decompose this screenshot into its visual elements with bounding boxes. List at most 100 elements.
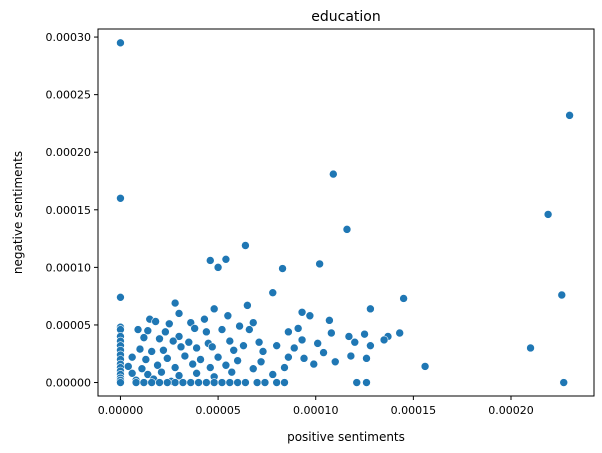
data-point <box>280 363 289 372</box>
data-point <box>284 327 293 337</box>
data-point <box>350 337 360 347</box>
x-tick-label: 0.00020 <box>488 404 534 417</box>
data-point <box>557 290 567 300</box>
data-point <box>170 363 180 372</box>
data-point <box>174 332 184 341</box>
data-point <box>209 304 219 314</box>
data-point <box>420 362 430 371</box>
data-point <box>297 335 307 345</box>
data-point <box>139 378 149 387</box>
data-point <box>178 378 188 387</box>
data-point <box>186 378 196 387</box>
data-point <box>399 294 408 303</box>
data-point <box>319 348 328 357</box>
y-tick-label: 0.00020 <box>46 146 92 159</box>
data-point <box>170 378 180 387</box>
y-tick-label: 0.00010 <box>46 261 92 274</box>
data-point <box>299 354 309 363</box>
data-point <box>207 342 217 352</box>
data-point <box>213 352 223 362</box>
data-point <box>289 343 299 353</box>
data-point <box>366 304 375 314</box>
data-point <box>174 309 184 318</box>
data-point <box>327 328 336 338</box>
data-point <box>305 311 315 321</box>
data-point <box>180 351 190 361</box>
data-point <box>170 298 180 308</box>
data-point <box>360 329 369 339</box>
data-point <box>342 225 352 234</box>
data-point <box>272 378 281 387</box>
data-point <box>229 345 239 355</box>
data-point <box>245 325 254 334</box>
data-point <box>256 357 266 367</box>
y-tick-label: 0.00000 <box>46 377 92 390</box>
data-point <box>143 326 153 336</box>
data-point <box>209 378 219 387</box>
data-point <box>297 307 307 317</box>
x-tick-label: 0.00005 <box>195 404 241 417</box>
data-point <box>346 351 356 361</box>
data-point <box>313 339 322 348</box>
data-point <box>202 327 211 337</box>
y-tick-label: 0.00025 <box>46 89 92 102</box>
data-point <box>200 314 209 324</box>
data-point <box>159 345 168 355</box>
data-point <box>153 360 162 370</box>
data-point <box>221 255 231 264</box>
data-point <box>127 352 137 362</box>
data-point <box>137 364 147 374</box>
y-tick-label: 0.00015 <box>46 204 92 217</box>
data-point <box>227 367 237 377</box>
data-point <box>190 324 199 333</box>
data-point <box>379 335 389 345</box>
chart-title: education <box>311 9 380 25</box>
data-point <box>268 370 278 379</box>
data-point <box>184 337 194 347</box>
data-point <box>315 259 324 269</box>
data-point <box>131 378 141 387</box>
data-point <box>116 293 125 302</box>
data-point <box>147 378 156 387</box>
data-point <box>135 344 145 354</box>
data-point <box>559 378 569 387</box>
data-point <box>217 325 227 334</box>
data-point <box>155 378 164 387</box>
data-point <box>202 378 211 387</box>
data-point <box>241 241 250 250</box>
data-point <box>225 336 235 346</box>
y-tick-label: 0.00005 <box>46 319 92 332</box>
data-point <box>205 363 215 372</box>
data-point <box>163 354 172 363</box>
data-point <box>293 324 303 333</box>
data-point <box>278 264 287 273</box>
data-point <box>272 341 281 350</box>
data-point <box>225 378 235 387</box>
plot-frame <box>97 28 595 397</box>
data-point <box>565 111 574 120</box>
x-axis-label: positive sentiments <box>287 430 405 444</box>
data-point <box>268 288 278 298</box>
data-point <box>188 359 198 369</box>
data-point <box>395 328 405 338</box>
data-point <box>329 169 338 179</box>
data-point <box>309 359 319 369</box>
data-point <box>258 347 268 356</box>
x-tick-label: 0.00015 <box>391 404 437 417</box>
data-point <box>330 357 340 367</box>
data-point <box>543 210 553 219</box>
data-point <box>221 360 231 370</box>
data-point <box>116 38 125 48</box>
data-point <box>362 378 371 387</box>
data-point <box>194 378 203 387</box>
data-point <box>239 341 248 350</box>
data-point <box>213 263 223 272</box>
data-point <box>155 334 164 344</box>
data-point <box>526 343 535 353</box>
data-point <box>192 343 201 353</box>
data-point <box>116 378 125 387</box>
data-point <box>176 342 186 352</box>
y-axis-label: negative sentiments <box>11 151 25 274</box>
data-point <box>233 378 242 387</box>
